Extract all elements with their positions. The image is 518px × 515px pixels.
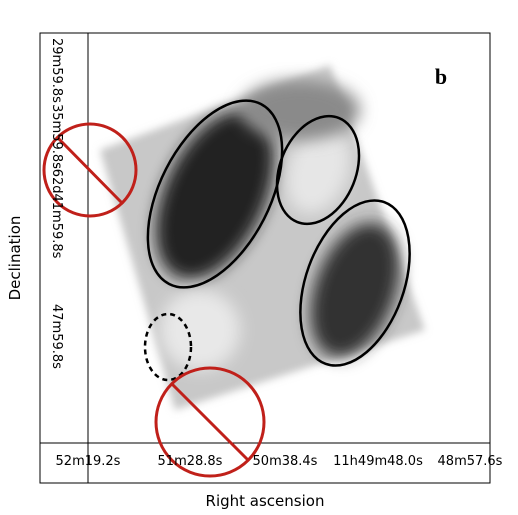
x-tick-label: 11h49m48.0s xyxy=(333,454,423,469)
y-tick-label: -62d41m59.8s xyxy=(49,164,64,259)
panel-label: b xyxy=(435,64,447,89)
regions xyxy=(143,99,411,382)
sky-image xyxy=(100,65,425,410)
x-tick-label: 52m19.2s xyxy=(56,454,121,469)
excluded-regions xyxy=(42,122,266,478)
x-tick-label: 48m57.6s xyxy=(438,454,503,469)
x-tick-label: 51m28.8s xyxy=(158,454,223,469)
y-axis-label: Declination xyxy=(6,216,24,301)
y-tick-label: 29m59.8s xyxy=(49,38,64,103)
y-tick-label: 35m59.8s xyxy=(49,104,64,169)
x-tick-label: 50m38.4s xyxy=(253,454,318,469)
label-box xyxy=(410,55,478,110)
y-tick-label: 47m59.8s xyxy=(49,304,64,369)
x-axis-label: Right ascension xyxy=(206,492,325,510)
